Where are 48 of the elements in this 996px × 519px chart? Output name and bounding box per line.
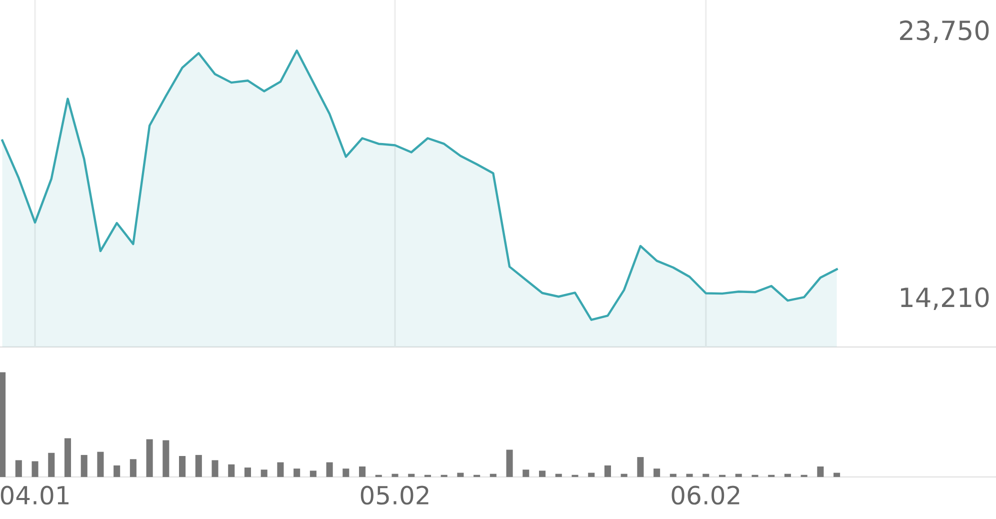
x-tick-label: 04.01 [0,486,68,505]
bar [392,474,398,477]
bar [538,470,546,477]
bar [604,465,611,477]
bar [162,440,170,477]
bar [620,474,628,477]
bar [555,474,562,477]
bar [817,466,824,477]
bar [522,470,530,477]
bar [834,472,840,477]
bar [654,468,660,477]
bar [212,460,218,477]
bar [326,462,333,477]
bar [260,470,268,477]
bar [490,474,496,477]
bar [80,454,88,477]
bar [97,452,104,477]
bar [130,459,136,477]
bar [15,460,22,477]
x-tick-label: 06.02 [672,486,740,505]
bar [114,465,120,477]
bar [506,450,513,477]
y-tick-label: 23,750 [900,20,989,44]
bar [146,439,153,477]
bar [244,468,252,477]
bar [310,470,316,477]
bar [686,474,693,477]
bar [702,474,710,477]
bar [670,474,676,477]
y-tick-label: 14,210 [901,287,989,310]
bar [637,457,644,477]
bar [342,468,350,477]
bar [32,461,38,477]
bar [195,454,202,477]
x-tick-label: 05.02 [360,486,428,505]
bar [457,472,464,477]
bar [588,472,595,477]
bar [359,466,366,477]
bar [294,468,300,477]
bar [48,452,55,477]
bar [179,456,186,477]
bar [64,438,72,477]
bar [228,464,235,477]
bar [784,474,791,477]
bar [0,372,6,477]
bar [277,462,284,477]
bar [735,474,742,477]
bar [408,474,415,477]
